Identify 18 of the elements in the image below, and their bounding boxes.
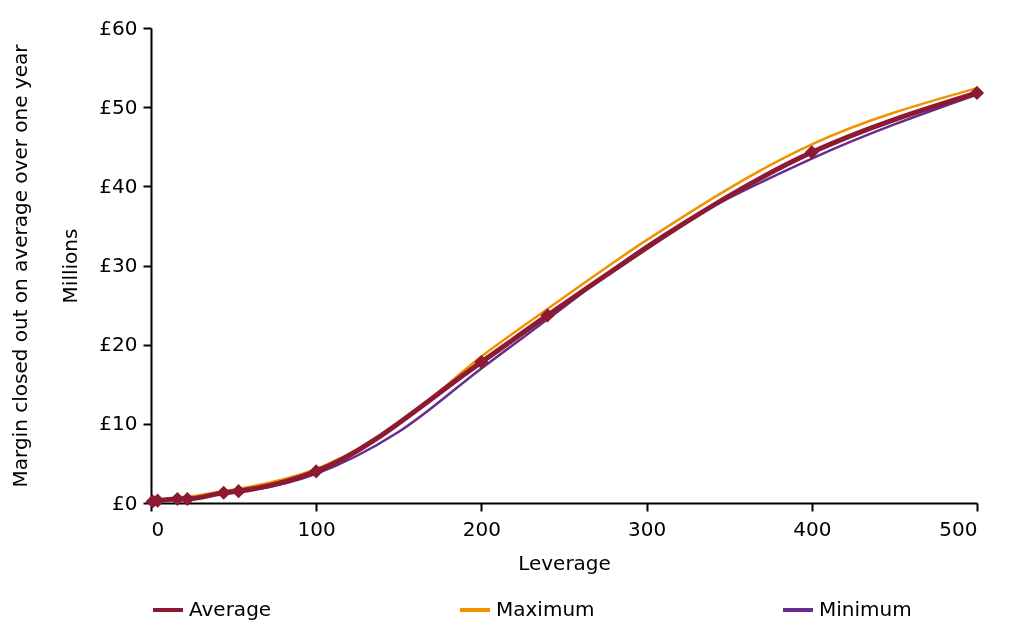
x-tick-label: 0 xyxy=(151,516,165,541)
legend-label: Maximum xyxy=(496,597,595,621)
y-tick-label: £40 xyxy=(99,173,138,198)
legend-label: Average xyxy=(189,597,272,621)
x-tick-label: 300 xyxy=(628,516,667,541)
x-tick-label: 400 xyxy=(793,516,832,541)
legend-label: Minimum xyxy=(819,597,912,621)
y-tick-label: £50 xyxy=(99,94,138,119)
y-tick-label: £10 xyxy=(99,411,138,436)
y-tick-label: £60 xyxy=(99,15,138,40)
text: Margin closed out on average over one year Millions xyxy=(8,44,83,488)
x-tick-label: 500 xyxy=(939,516,978,541)
y-tick-label: £30 xyxy=(99,253,138,277)
x-tick-label: 100 xyxy=(297,516,336,541)
y-tick-label: £20 xyxy=(99,332,138,357)
y-tick-label: £0 xyxy=(112,490,138,515)
x-axis-title: Leverage xyxy=(518,550,611,575)
x-tick-label: 200 xyxy=(462,516,501,541)
